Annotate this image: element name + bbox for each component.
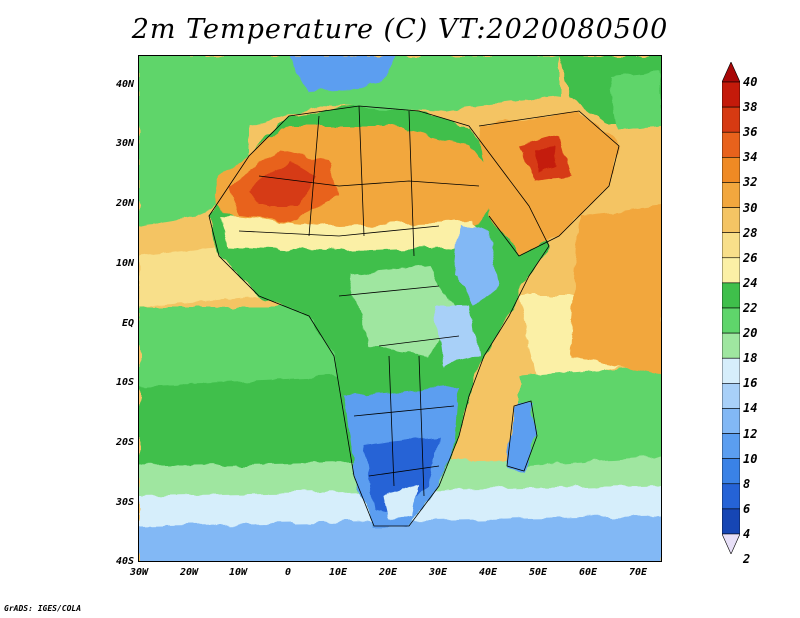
map-field xyxy=(139,56,661,561)
colorbar-swatch xyxy=(722,106,740,133)
central-africa-mild xyxy=(349,266,459,356)
colorbar-label: 4 xyxy=(743,527,751,541)
colorbar-label: 6 xyxy=(743,501,751,516)
colorbar-label: 16 xyxy=(743,376,758,391)
colorbar-swatch xyxy=(722,182,740,208)
colorbar-swatch xyxy=(722,307,740,334)
colorbar-swatch xyxy=(722,131,740,158)
colorbar-label: 10 xyxy=(743,451,758,466)
lon-label-60e: 60E xyxy=(578,567,598,578)
lon-label-10w: 10W xyxy=(228,567,248,578)
persian-gulf-hottest xyxy=(534,148,557,171)
colorbar-label: 12 xyxy=(743,426,758,441)
lon-label-20w: 20W xyxy=(179,567,199,578)
southern-band-blue xyxy=(139,516,661,561)
colorbar-swatch xyxy=(722,408,740,434)
colorbar-label: 18 xyxy=(743,351,758,366)
lat-label-30s: 30S xyxy=(115,497,134,508)
lat-label-20s: 20S xyxy=(115,437,134,448)
colorbar-swatch xyxy=(722,357,740,384)
colorbar-swatch xyxy=(722,483,740,510)
sahel-band xyxy=(219,216,489,251)
central-asia-region xyxy=(609,71,661,131)
country-boundaries xyxy=(208,105,620,527)
colorbar-swatch xyxy=(722,207,740,233)
lesotho-highlands xyxy=(384,486,419,521)
lon-label-50e: 50E xyxy=(528,567,548,578)
temperature-map xyxy=(138,55,662,562)
lat-label-10s: 10S xyxy=(115,377,134,388)
lon-label-0: 0 xyxy=(284,567,292,578)
lon-label-40e: 40E xyxy=(478,567,498,578)
colorbar-label: 32 xyxy=(743,175,758,190)
indian-ocean-green xyxy=(519,366,661,466)
colorbar-swatch xyxy=(722,332,740,359)
grads-credit: GrADS: IGES/COLA xyxy=(4,604,82,613)
colorbar-label: 30 xyxy=(743,200,758,215)
lat-label-10n: 10N xyxy=(115,258,134,269)
colorbar-label: 40 xyxy=(743,75,758,89)
arabian-sea-orange xyxy=(569,206,661,376)
lat-label-40s: 40S xyxy=(115,556,134,567)
colorbar-label: 22 xyxy=(743,301,758,315)
colorbar-label: 8 xyxy=(743,476,751,491)
colorbar-label: 36 xyxy=(743,125,758,140)
colorbar-label: 34 xyxy=(743,150,758,165)
colorbar-swatch xyxy=(722,257,740,284)
colorbar-top-arrow xyxy=(722,62,740,83)
colorbar-label: 28 xyxy=(743,225,758,240)
lon-label-30e: 30E xyxy=(428,567,448,578)
colorbar-swatch xyxy=(722,458,740,485)
colorbar-swatch xyxy=(722,282,740,309)
lat-label-eq: EQ xyxy=(121,318,134,329)
colorbar-label: 26 xyxy=(743,250,758,265)
colorbar-swatch xyxy=(722,433,740,459)
ethiopian-highlands xyxy=(454,226,499,306)
arabian-peninsula xyxy=(479,111,619,256)
colorbar-label: 20 xyxy=(743,326,758,341)
southern-africa-cold xyxy=(364,436,439,516)
colorbar-swatch xyxy=(722,157,740,183)
lon-label-10e: 10E xyxy=(328,567,348,578)
colorbar-label: 2 xyxy=(743,552,751,567)
colorbar-label: 24 xyxy=(743,275,758,290)
colorbar-label: 14 xyxy=(743,401,758,416)
colorbar-bottom-arrow xyxy=(722,533,740,554)
madagascar xyxy=(507,401,537,471)
colorbar-swatch xyxy=(722,81,740,108)
lat-label-30n: 30N xyxy=(115,138,134,149)
south-atlantic-green xyxy=(139,376,369,486)
temperature-colorbar xyxy=(722,62,740,554)
colorbar-swatch xyxy=(722,383,740,409)
europe-cool-area xyxy=(289,56,399,91)
lon-label-30w: 30W xyxy=(129,567,149,578)
colorbar-label: 38 xyxy=(743,100,758,115)
colorbar-swatch xyxy=(722,508,740,535)
lat-label-20n: 20N xyxy=(115,198,134,209)
lat-label-40n: 40N xyxy=(115,79,134,90)
lon-label-20e: 20E xyxy=(378,567,398,578)
colorbar-swatch xyxy=(722,232,740,259)
map-title: 2m Temperature (C) VT:2020080500 xyxy=(131,14,669,45)
lon-label-70e: 70E xyxy=(628,567,648,578)
sahara-hottest xyxy=(249,161,314,206)
